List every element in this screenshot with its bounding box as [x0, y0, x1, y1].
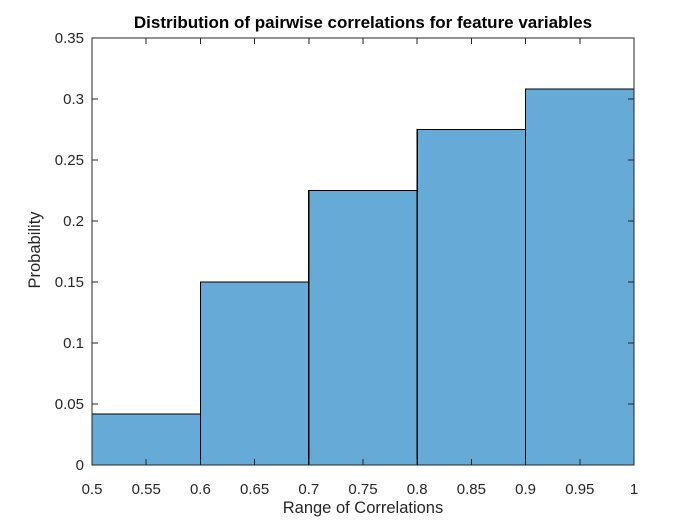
- histogram-bar-0.5-0.6: [91, 413, 202, 466]
- x-tick-label-1: 1: [630, 481, 638, 498]
- histogram-bar-0.9-1.0: [524, 88, 635, 466]
- x-tick-label-0.7: 0.7: [298, 481, 319, 498]
- y-tick-label-0: 0: [76, 457, 84, 474]
- histogram-bar-0.7-0.8: [308, 189, 418, 466]
- y-tick-label-0.15: 0.15: [55, 274, 84, 291]
- y-tick-label-0.05: 0.05: [55, 396, 84, 413]
- x-tick-label-0.75: 0.75: [348, 481, 377, 498]
- y-tick-label-0.1: 0.1: [63, 335, 84, 352]
- y-tick-label-0.2: 0.2: [63, 213, 84, 230]
- histogram-bar-0.6-0.7: [199, 281, 310, 466]
- x-tick-label-0.95: 0.95: [565, 481, 594, 498]
- x-tick-label-0.9: 0.9: [515, 481, 536, 498]
- y-tick-label-0.25: 0.25: [55, 152, 84, 169]
- axes: [91, 37, 635, 466]
- tick-labels: 0.5 0.55 0.6 0.65 0.7 0.75 0.8 0.85 0.9 0.95 1 0 0.0…: [55, 30, 638, 498]
- histogram-bars: [91, 88, 635, 466]
- histogram-bar-0.8-0.9: [416, 128, 527, 466]
- x-tick-label-0.6: 0.6: [190, 481, 211, 498]
- chart-title: Distribution of pairwise correlations fo…: [134, 13, 592, 32]
- y-axis-label: Probability: [26, 211, 44, 289]
- x-axis-label: Range of Correlations: [283, 499, 444, 517]
- x-tick-label-0.5: 0.5: [82, 481, 103, 498]
- x-tick-label-0.85: 0.85: [457, 481, 486, 498]
- x-tick-label-0.8: 0.8: [407, 481, 428, 498]
- x-tick-label-0.65: 0.65: [240, 481, 269, 498]
- y-tick-label-0.35: 0.35: [55, 30, 84, 47]
- y-tick-label-0.3: 0.3: [63, 91, 84, 108]
- x-tick-label-0.55: 0.55: [132, 481, 161, 498]
